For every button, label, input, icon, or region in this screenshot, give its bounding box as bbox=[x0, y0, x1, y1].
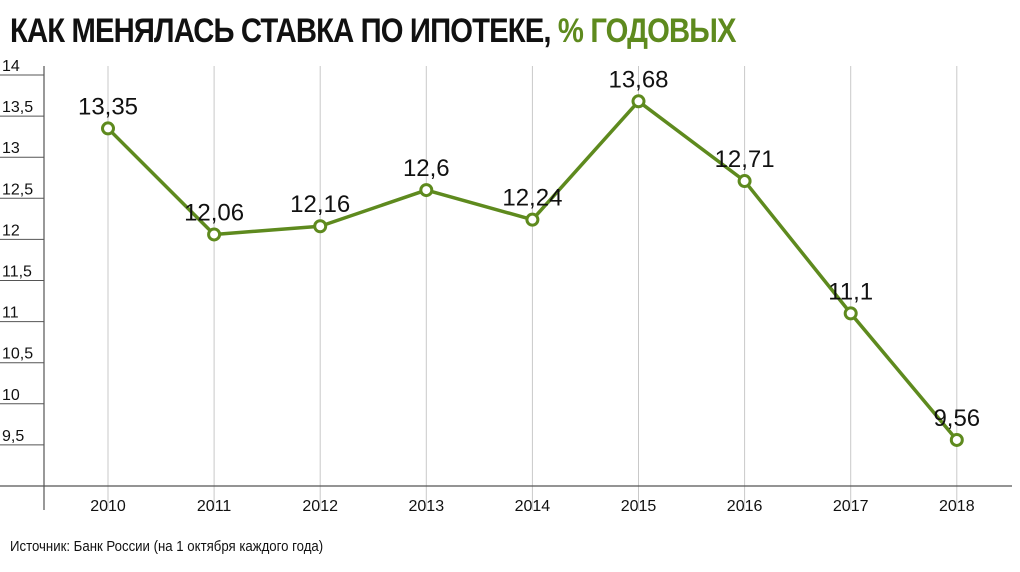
x-tick-label-2014: 2014 bbox=[515, 498, 551, 515]
y-tick-label: 10 bbox=[2, 387, 20, 404]
data-point-2010 bbox=[101, 121, 115, 136]
data-label-2011: 12,06 bbox=[184, 199, 244, 226]
data-label-2015: 13,68 bbox=[608, 66, 668, 93]
source-note: Источник: Банк России (на 1 октября кажд… bbox=[10, 538, 324, 555]
y-tick-label: 13,5 bbox=[2, 99, 33, 116]
grid-lines bbox=[107, 66, 958, 510]
data-label-2016: 12,71 bbox=[715, 146, 775, 173]
y-tick-label: 11,5 bbox=[2, 264, 32, 281]
data-label-2010: 13,35 bbox=[78, 93, 138, 120]
y-tick-labels: 9,5 10 10,5 11 11,5 12 12,5 13 13,5 14 bbox=[0, 58, 44, 446]
y-tick-label: 14 bbox=[2, 58, 20, 75]
x-tick-label-2018: 2018 bbox=[939, 498, 975, 515]
x-tick-label-2017: 2017 bbox=[833, 498, 869, 515]
data-point-2015 bbox=[631, 94, 646, 109]
x-tick-label-2013: 2013 bbox=[409, 498, 445, 515]
x-tick-label-2012: 2012 bbox=[302, 498, 338, 515]
data-point-2018 bbox=[949, 432, 964, 447]
data-point-2013 bbox=[419, 183, 434, 198]
axes bbox=[0, 66, 1012, 510]
data-label-2014: 12,24 bbox=[502, 185, 562, 212]
y-tick-label: 12 bbox=[2, 222, 20, 239]
chart-title-unit: % ГОДОВЫХ bbox=[557, 12, 737, 50]
data-point-2011 bbox=[207, 227, 222, 242]
data-point-2017 bbox=[843, 306, 858, 321]
x-tick-label-2015: 2015 bbox=[621, 498, 657, 515]
y-tick-label: 9,5 bbox=[2, 428, 24, 445]
y-tick-label: 11 bbox=[2, 305, 19, 322]
y-tick-label: 12,5 bbox=[2, 181, 33, 198]
y-tick-label: 10,5 bbox=[2, 346, 33, 363]
data-labels: 13,35 12,06 12,16 12,6 12,24 13,68 12,71 11,1 9,… bbox=[78, 66, 980, 432]
data-label-2018: 9,56 bbox=[933, 405, 980, 432]
data-points bbox=[101, 94, 964, 447]
x-tick-label-2016: 2016 bbox=[727, 498, 763, 515]
x-tick-label-2011: 2011 bbox=[197, 498, 232, 515]
data-point-2012 bbox=[313, 219, 328, 234]
data-label-2013: 12,6 bbox=[403, 155, 450, 182]
chart-title: КАК МЕНЯЛАСЬ СТАВКА ПО ИПОТЕКЕ, % ГОДОВЫ… bbox=[10, 12, 737, 51]
data-label-2012: 12,16 bbox=[290, 191, 350, 218]
data-label-2017: 11,1 bbox=[828, 278, 873, 305]
data-point-2016 bbox=[737, 174, 752, 189]
y-tick-label: 13 bbox=[2, 140, 20, 157]
chart-title-main: КАК МЕНЯЛАСЬ СТАВКА ПО ИПОТЕКЕ, bbox=[10, 12, 552, 50]
x-tick-labels: 2010 2011 2012 2013 2014 2015 2016 2017 2018 bbox=[90, 498, 974, 515]
x-tick-label-2010: 2010 bbox=[90, 498, 126, 515]
data-point-2014 bbox=[525, 212, 540, 227]
